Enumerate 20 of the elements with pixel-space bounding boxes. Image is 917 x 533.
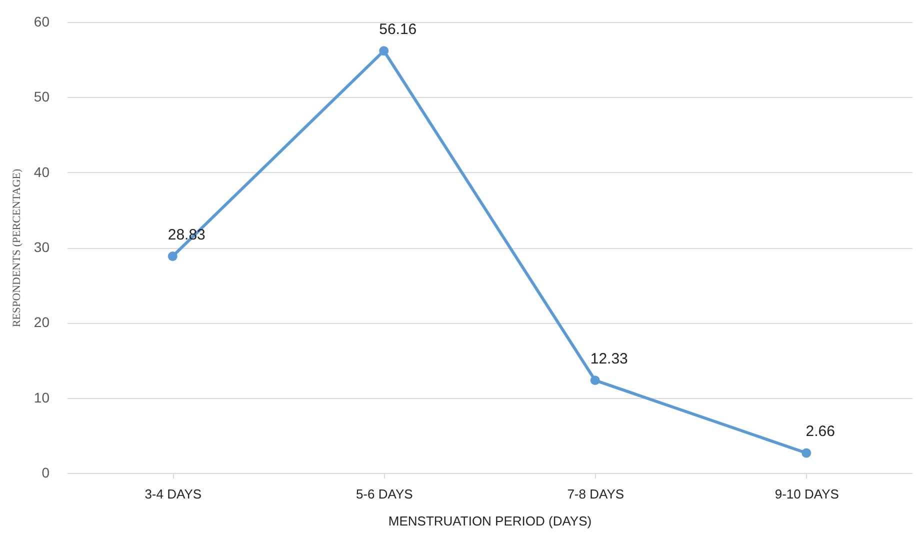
x-tick-label: 3-4 DAYS	[144, 486, 202, 502]
y-tick-label: 30	[34, 239, 50, 255]
y-tick-label: 10	[34, 389, 50, 406]
y-tick-label: 60	[34, 14, 50, 30]
point	[379, 46, 389, 56]
x-tick-label: 5-6 DAYS	[356, 486, 414, 502]
y-tick-label: 20	[34, 314, 50, 330]
x-tick-label: 7-8 DAYS	[567, 486, 624, 502]
y-axis-title: RESPONDENTS (PERCENTAGE)	[10, 168, 23, 328]
data-label: 2.66	[806, 423, 835, 440]
y-tick-label: 40	[34, 164, 50, 180]
x-tick-label: 9-10 DAYS	[774, 486, 840, 502]
point	[802, 448, 812, 458]
point	[590, 376, 600, 386]
point	[168, 252, 178, 262]
data-label: 12.33	[590, 350, 628, 368]
y-tick-label: 0	[42, 464, 50, 480]
data-label: 56.16	[379, 20, 417, 38]
x-axis-title: MENSTRUATION PERIOD (DAYS)	[388, 514, 592, 528]
y-tick-label: 50	[34, 88, 50, 105]
